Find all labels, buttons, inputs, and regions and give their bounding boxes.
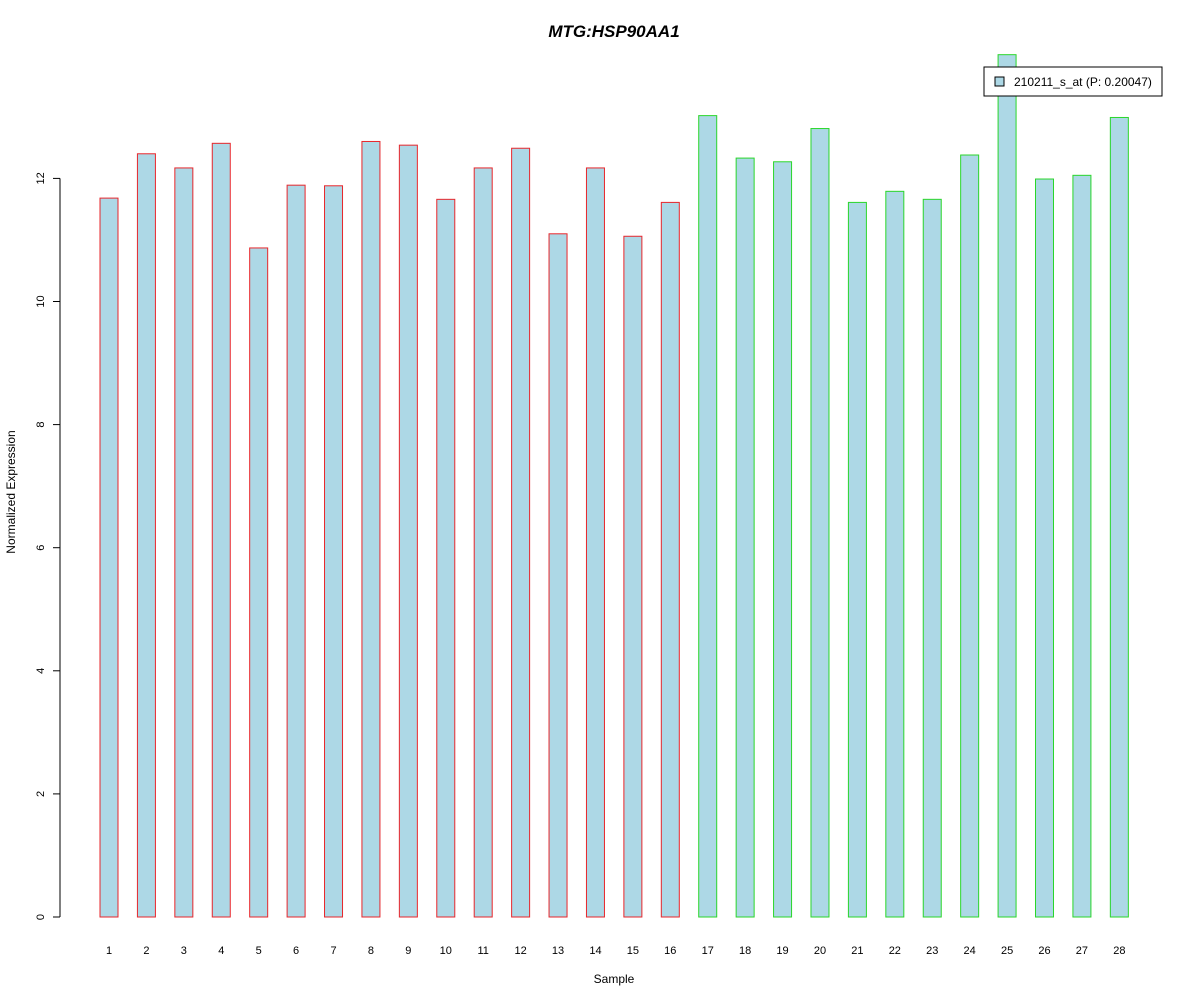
y-tick-label-0: 0 [35,914,47,920]
chart-title: MTG:HSP90AA1 [548,22,679,41]
x-tick-label-15: 15 [627,945,639,957]
bar-sample-12 [511,147,531,918]
x-tick-label-6: 6 [293,945,299,957]
x-tick-label-24: 24 [964,945,976,957]
x-tick-label-8: 8 [368,945,374,957]
bar-sample-9 [398,144,418,918]
x-axis-label: Sample [594,972,635,986]
legend-swatch [994,76,1005,87]
bars-layer [99,54,1129,918]
x-tick-label-5: 5 [256,945,262,957]
x-tick-label-16: 16 [664,945,676,957]
bar-sample-5 [249,247,269,918]
x-tick-label-2: 2 [143,945,149,957]
bar-sample-25 [997,54,1017,918]
bar-sample-14 [585,167,605,918]
x-tick-label-28: 28 [1113,945,1125,957]
bar-sample-27 [1072,174,1092,918]
y-tick-label-4: 4 [35,668,47,674]
bar-sample-8 [361,140,381,918]
x-tick-label-21: 21 [851,945,863,957]
bar-sample-2 [136,153,156,918]
bar-sample-6 [286,184,306,918]
x-tick-label-23: 23 [926,945,938,957]
bar-sample-17 [698,115,718,918]
bar-sample-22 [885,190,905,918]
x-tick-label-17: 17 [702,945,714,957]
bar-sample-19 [773,161,793,918]
x-tick-label-14: 14 [589,945,601,957]
x-tick-label-26: 26 [1038,945,1050,957]
y-tick-label-10: 10 [35,295,47,307]
x-tick-label-9: 9 [405,945,411,957]
x-tick-label-12: 12 [514,945,526,957]
x-tick-label-20: 20 [814,945,826,957]
x-tick-label-19: 19 [776,945,788,957]
x-tick-label-3: 3 [181,945,187,957]
bar-sample-15 [623,235,643,918]
legend-label: 210211_s_at (P: 0.20047) [1014,75,1152,89]
y-tick-label-12: 12 [35,172,47,184]
bar-sample-13 [548,233,568,918]
bar-sample-26 [1035,178,1054,918]
x-tick-label-11: 11 [477,945,488,957]
bar-sample-4 [211,142,231,918]
bar-sample-18 [735,157,755,918]
legend-box [983,66,1163,97]
y-axis: 0 2 4 6 8 10 12 [35,172,61,920]
bar-sample-1 [99,197,119,918]
x-tick-label-10: 10 [440,945,452,957]
x-tick-label-1: 1 [106,945,112,957]
bar-sample-21 [847,201,867,918]
x-tick-label-27: 27 [1076,945,1088,957]
bar-sample-16 [660,201,680,918]
bar-sample-20 [810,128,830,918]
y-tick-label-6: 6 [35,545,47,551]
x-tick-label-22: 22 [889,945,901,957]
bar-sample-23 [922,198,942,918]
bar-sample-3 [174,167,194,918]
y-tick-label-2: 2 [35,791,47,797]
y-tick-label-8: 8 [35,422,47,428]
bar-sample-10 [436,198,456,918]
bar-sample-7 [324,185,344,918]
bar-sample-28 [1109,116,1129,918]
y-axis-label: Normalized Expression [4,430,18,553]
bar-sample-24 [960,154,980,918]
legend: 210211_s_at (P: 0.20047) [983,66,1163,97]
x-tick-label-4: 4 [218,945,224,957]
x-tick-label-7: 7 [330,945,336,957]
bar-sample-11 [473,167,493,918]
x-tick-label-13: 13 [552,945,564,957]
x-tick-label-18: 18 [739,945,751,957]
x-tick-label-25: 25 [1001,945,1013,957]
x-axis: 1 2 3 4 5 6 7 8 9 10 11 12 13 14 15 16 17 18 19 20 21 22 23 24 2… [106,945,1126,957]
